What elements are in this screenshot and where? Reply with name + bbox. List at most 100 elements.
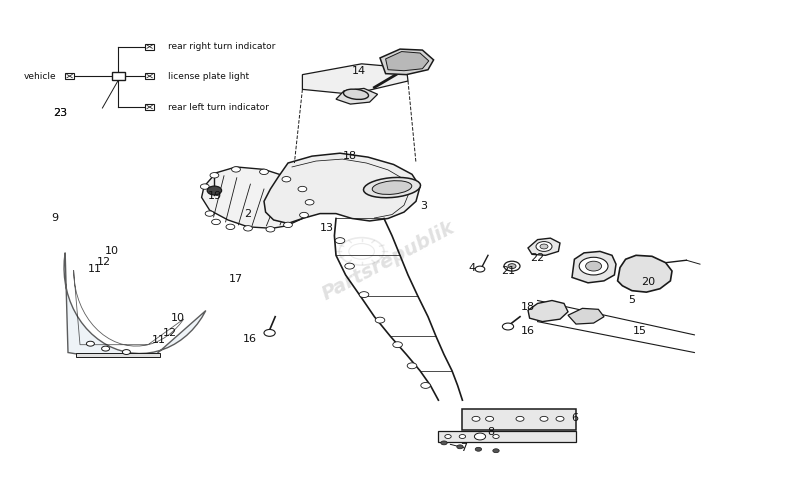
Ellipse shape [343, 89, 369, 100]
Polygon shape [264, 153, 420, 223]
Circle shape [226, 224, 235, 230]
Circle shape [445, 435, 451, 438]
Text: 22: 22 [530, 253, 545, 263]
Text: 19: 19 [207, 191, 222, 201]
Circle shape [210, 173, 219, 178]
Circle shape [359, 292, 369, 298]
Circle shape [556, 416, 564, 421]
Circle shape [441, 441, 447, 445]
Circle shape [86, 341, 94, 346]
Text: 8: 8 [488, 427, 494, 437]
Bar [65, 73, 74, 79]
Text: 20: 20 [641, 277, 655, 287]
Text: 11: 11 [87, 264, 102, 273]
Text: 23: 23 [53, 108, 67, 118]
Circle shape [536, 242, 552, 251]
Text: vehicle: vehicle [24, 72, 57, 81]
Text: 11: 11 [151, 335, 166, 345]
Circle shape [207, 186, 222, 195]
Circle shape [540, 244, 548, 249]
Text: 12: 12 [97, 257, 111, 267]
Circle shape [264, 329, 275, 336]
Polygon shape [462, 409, 576, 430]
Text: 16: 16 [242, 334, 257, 344]
Circle shape [475, 435, 482, 438]
Circle shape [474, 433, 486, 440]
Text: 7: 7 [461, 443, 467, 453]
Polygon shape [386, 52, 429, 71]
Polygon shape [202, 167, 316, 228]
Circle shape [486, 416, 494, 421]
Circle shape [205, 211, 214, 217]
Circle shape [579, 257, 608, 275]
Ellipse shape [363, 177, 421, 198]
Text: 6: 6 [571, 413, 578, 423]
Text: 18: 18 [342, 151, 357, 161]
Circle shape [472, 416, 480, 421]
Text: license plate light: license plate light [168, 72, 249, 81]
Text: 16: 16 [521, 327, 535, 336]
Text: rear right turn indicator: rear right turn indicator [168, 42, 275, 51]
Text: rear left turn indicator: rear left turn indicator [168, 103, 269, 111]
Polygon shape [380, 49, 434, 75]
Circle shape [259, 169, 268, 174]
Circle shape [508, 264, 516, 269]
Text: 4: 4 [469, 263, 475, 273]
Polygon shape [76, 353, 160, 357]
Text: Partsrepublik: Partsrepublik [318, 218, 458, 304]
Circle shape [540, 416, 548, 421]
Circle shape [393, 342, 402, 348]
Text: 21: 21 [501, 266, 515, 276]
Circle shape [516, 416, 524, 421]
Text: 2: 2 [245, 209, 251, 218]
Text: 10: 10 [170, 313, 185, 323]
Bar [145, 44, 154, 50]
Circle shape [493, 449, 499, 453]
Circle shape [586, 261, 602, 271]
Text: 23: 23 [53, 108, 67, 118]
Bar [112, 72, 125, 80]
Circle shape [284, 222, 293, 228]
Circle shape [375, 317, 385, 323]
Ellipse shape [372, 181, 412, 194]
Polygon shape [572, 251, 616, 283]
Circle shape [300, 213, 308, 218]
Text: 14: 14 [351, 66, 366, 76]
Polygon shape [438, 431, 576, 442]
Polygon shape [528, 238, 560, 255]
Circle shape [345, 263, 354, 269]
Circle shape [298, 187, 306, 192]
Circle shape [407, 363, 417, 369]
Polygon shape [568, 308, 604, 324]
Text: 9: 9 [51, 214, 58, 223]
Circle shape [504, 261, 520, 271]
Circle shape [459, 435, 466, 438]
Text: 10: 10 [105, 246, 119, 256]
Text: 13: 13 [319, 223, 334, 233]
Circle shape [475, 447, 482, 451]
Bar [145, 104, 154, 110]
Circle shape [421, 382, 430, 388]
Circle shape [457, 445, 463, 449]
Circle shape [243, 226, 253, 231]
Circle shape [211, 219, 221, 224]
Circle shape [335, 238, 345, 244]
Circle shape [122, 350, 130, 355]
Circle shape [282, 177, 290, 182]
Text: 18: 18 [521, 302, 535, 312]
Circle shape [266, 227, 275, 232]
Text: 3: 3 [421, 201, 427, 211]
Text: 15: 15 [633, 327, 647, 336]
Polygon shape [618, 255, 672, 292]
Circle shape [232, 167, 240, 172]
Circle shape [200, 184, 210, 189]
Bar [145, 73, 154, 79]
Polygon shape [528, 300, 568, 322]
Polygon shape [64, 253, 206, 355]
Text: 12: 12 [162, 328, 177, 338]
Circle shape [306, 200, 314, 205]
Polygon shape [302, 64, 408, 94]
Text: 5: 5 [629, 295, 635, 304]
Text: 17: 17 [229, 274, 243, 284]
Circle shape [102, 346, 110, 351]
